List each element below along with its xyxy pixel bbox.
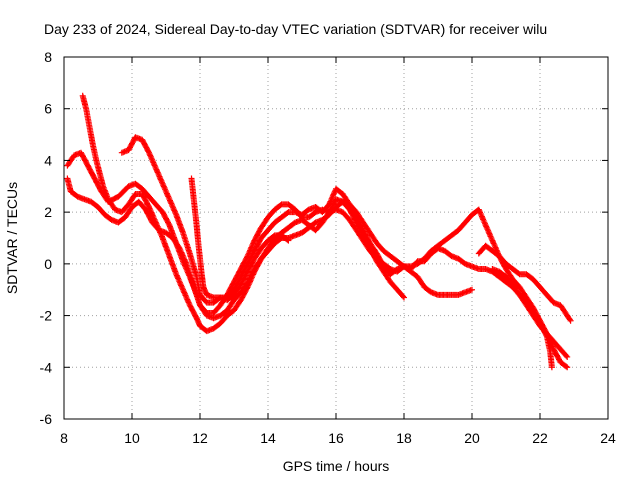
series-track-4 — [118, 134, 571, 371]
x-tick-label: 22 — [532, 430, 548, 446]
x-tick-label: 12 — [192, 430, 208, 446]
series-track-6 — [475, 242, 574, 324]
data-marker-path — [118, 134, 571, 371]
y-tick-label: 8 — [44, 49, 52, 65]
x-tick-label: 16 — [328, 430, 344, 446]
x-tick-label: 18 — [396, 430, 412, 446]
y-tick-label: -4 — [40, 359, 53, 375]
series-track-3 — [64, 175, 475, 322]
y-axis-title: SDTVAR / TECUs — [4, 182, 20, 294]
data-marker-path — [489, 266, 555, 371]
series-track-7 — [489, 266, 555, 371]
x-tick-label: 24 — [600, 430, 616, 446]
x-tick-label: 20 — [464, 430, 480, 446]
x-tick-label: 10 — [124, 430, 140, 446]
x-axis-title: GPS time / hours — [283, 458, 390, 474]
y-tick-label: 2 — [44, 204, 52, 220]
chart-title: Day 233 of 2024, Sidereal Day-to-day VTE… — [44, 21, 547, 37]
y-tick-label: 4 — [44, 152, 52, 168]
data-points — [64, 92, 574, 371]
data-marker-path — [188, 175, 292, 304]
data-marker-path — [475, 242, 574, 324]
x-tick-label: 14 — [260, 430, 276, 446]
y-tick-label: 0 — [44, 256, 52, 272]
y-tick-label: 6 — [44, 101, 52, 117]
x-tick-label: 8 — [60, 430, 68, 446]
series-track-5 — [188, 175, 292, 304]
y-tick-label: -2 — [40, 308, 53, 324]
y-tick-label: -6 — [40, 411, 53, 427]
data-marker-path — [64, 175, 475, 322]
